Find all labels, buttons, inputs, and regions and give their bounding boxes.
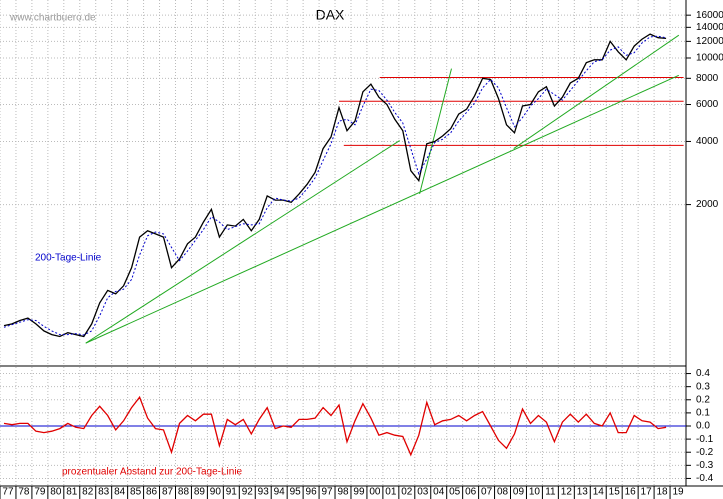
y-tick-label: 4000 — [696, 136, 719, 147]
trend-line — [419, 68, 452, 194]
x-tick-label: 02 — [401, 487, 413, 498]
y-tick-label: 14000 — [696, 22, 723, 33]
x-tick-label: 90 — [210, 487, 222, 498]
x-tick-label: 00 — [369, 487, 381, 498]
y-tick-label: 8000 — [696, 73, 719, 84]
x-tick-label: 78 — [18, 487, 30, 498]
y-tick-label: 10000 — [696, 53, 723, 64]
y-tick-label: 0.0 — [696, 421, 710, 432]
y-tick-label: 0.4 — [696, 368, 710, 379]
x-tick-label: 19 — [672, 487, 684, 498]
x-tick-label: 07 — [481, 487, 493, 498]
x-tick-label: 99 — [353, 487, 365, 498]
x-tick-label: 11 — [545, 487, 556, 498]
x-tick-label: 04 — [433, 487, 445, 498]
x-tick-label: 05 — [449, 487, 461, 498]
series-label: prozentualer Abstand zur 200-Tage-Linie — [62, 467, 243, 478]
x-tick-label: 93 — [258, 487, 270, 498]
x-tick-label: 88 — [178, 487, 190, 498]
x-tick-label: 06 — [465, 487, 477, 498]
y-tick-label: -0.1 — [696, 434, 714, 445]
x-tick-label: 14 — [593, 487, 605, 498]
x-tick-label: 91 — [226, 487, 238, 498]
trend-line — [85, 140, 400, 344]
y-tick-label: 2000 — [696, 199, 719, 210]
y-tick-label: -0.3 — [696, 460, 714, 471]
y-tick-label: 16000 — [696, 10, 723, 21]
y-tick-label: 0.3 — [696, 381, 710, 392]
x-tick-label: 17 — [641, 487, 653, 498]
x-tick-label: 03 — [417, 487, 429, 498]
x-tick-label: 83 — [98, 487, 110, 498]
trend-line — [513, 34, 680, 149]
x-tick-label: 86 — [146, 487, 158, 498]
x-tick-label: 98 — [337, 487, 349, 498]
x-tick-label: 77 — [2, 487, 14, 498]
x-tick-label: 01 — [385, 487, 397, 498]
x-tick-label: 92 — [242, 487, 254, 498]
y-tick-label: -0.2 — [696, 447, 714, 458]
y-tick-label: 0.1 — [696, 408, 710, 419]
trend-line — [85, 74, 680, 344]
x-tick-label: 13 — [577, 487, 589, 498]
y-tick-label: 12000 — [696, 36, 723, 47]
x-tick-label: 08 — [497, 487, 509, 498]
x-tick-label: 89 — [194, 487, 206, 498]
x-tick-label: 97 — [321, 487, 333, 498]
y-tick-label: -0.4 — [696, 473, 714, 484]
x-tick-label: 80 — [50, 487, 62, 498]
x-tick-label: 81 — [66, 487, 78, 498]
series-line — [3, 35, 667, 336]
series-label: 200-Tage-Linie — [35, 253, 102, 264]
x-tick-label: 94 — [274, 487, 286, 498]
x-tick-label: 12 — [561, 487, 573, 498]
x-tick-label: 16 — [625, 487, 637, 498]
x-tick-label: 10 — [529, 487, 541, 498]
x-tick-label: 18 — [657, 487, 669, 498]
x-tick-label: 79 — [34, 487, 46, 498]
source: www.chartbuero.de — [9, 13, 96, 24]
x-tick-label: 96 — [306, 487, 318, 498]
x-tick-label: 85 — [130, 487, 142, 498]
x-tick-label: 82 — [82, 487, 94, 498]
x-tick-label: 09 — [513, 487, 525, 498]
series-line — [3, 33, 667, 338]
series-line — [3, 395, 667, 457]
y-tick-label: 0.2 — [696, 394, 710, 405]
x-tick-label: 95 — [290, 487, 302, 498]
x-tick-label: 84 — [114, 487, 126, 498]
y-tick-label: 6000 — [696, 99, 719, 110]
x-tick-label: 87 — [162, 487, 174, 498]
x-tick-label: 15 — [609, 487, 621, 498]
